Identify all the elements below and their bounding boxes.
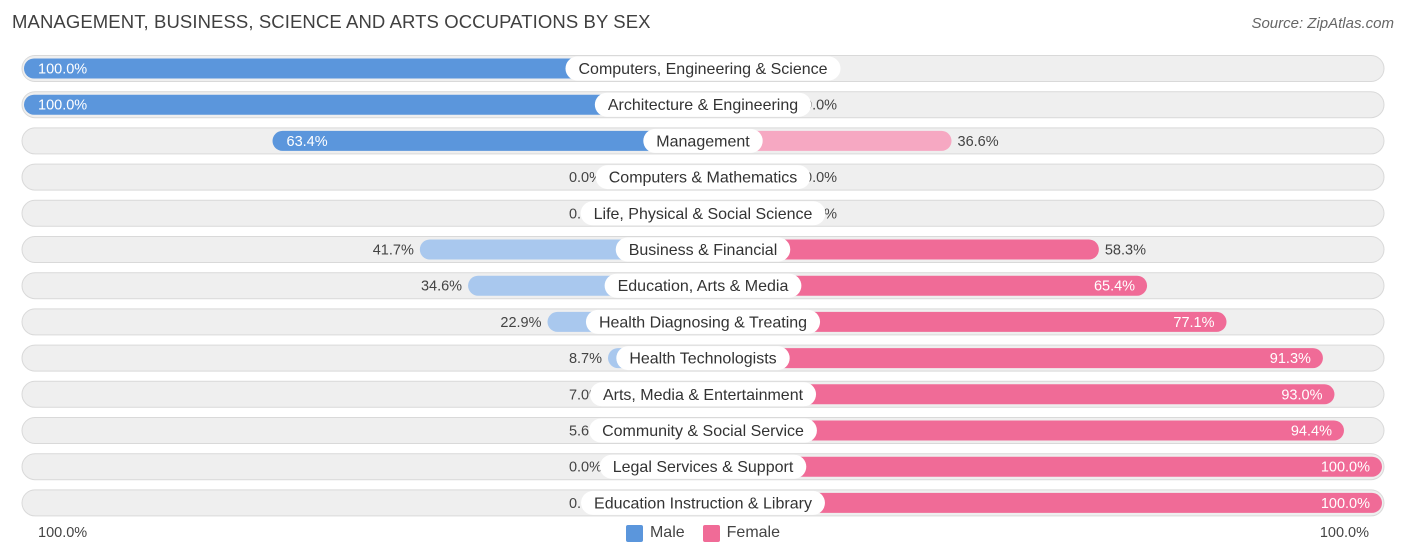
category-label: Health Diagnosing & Treating (599, 314, 807, 331)
value-label-female: 0.0% (804, 98, 837, 114)
chart-title: MANAGEMENT, BUSINESS, SCIENCE AND ARTS O… (12, 11, 651, 32)
category-pill (585, 309, 821, 334)
category-label: Computers & Mathematics (609, 170, 798, 187)
value-label-male: 100.0% (38, 62, 87, 78)
legend-label-male: Male (649, 524, 685, 541)
category-pill (643, 128, 763, 153)
value-label-female: 77.1% (1173, 315, 1214, 331)
bar-female (703, 456, 1382, 477)
category-pill (595, 165, 811, 190)
source-credit: Source: ZipAtlas.com (1251, 15, 1394, 32)
legend-swatch-male (625, 524, 643, 542)
legend-item-male: Male (625, 524, 685, 542)
value-label-female: 91.3% (1270, 351, 1311, 367)
category-label: Business & Financial (629, 242, 778, 259)
value-label-male: 34.6% (421, 279, 462, 295)
category-label: Education Instruction & Library (594, 495, 812, 512)
category-pill (615, 237, 791, 262)
axis-left-label: 100.0% (38, 525, 88, 541)
bar-female (703, 492, 1382, 513)
chart-row: 5.6% 94.4%Community & Social Service (21, 417, 1385, 444)
bar-female (703, 311, 1227, 332)
bar-female (703, 420, 1344, 441)
value-label-male: 0.0% (569, 460, 602, 476)
chart-row: 0.0% 0.0% Computers & Mathematics (21, 163, 1385, 191)
value-label-female: 100.0% (1321, 496, 1370, 512)
category-pill (604, 273, 802, 298)
value-label-female: 65.4% (1094, 279, 1135, 295)
category-pill (594, 92, 812, 117)
chart-row: 0.0%100.0%Education Instruction & Librar… (21, 489, 1385, 517)
value-label-male: 0.0% (569, 170, 602, 186)
value-label-male: 8.7% (569, 351, 602, 367)
bar-female (703, 130, 952, 151)
legend-label-female: Female (726, 524, 781, 541)
value-label-male: 22.9% (500, 315, 541, 331)
chart-row: 63.4% 36.6% Management (21, 127, 1385, 155)
chart-row: 100.0% 0.0% Architecture & Engineering (21, 91, 1385, 119)
category-pill (565, 56, 841, 81)
bar-female (703, 348, 1323, 369)
category-pill (616, 346, 790, 371)
category-label: Management (656, 133, 750, 150)
category-pill (581, 490, 825, 515)
value-label-male: 100.0% (38, 98, 87, 114)
category-pill (599, 454, 807, 479)
chart-row: 0.0% 100.0% Legal Services & Support (21, 453, 1385, 481)
value-label-male: 63.4% (287, 134, 328, 150)
chart-row: 7.0% 93.0%Arts, Media & Entertainment (21, 380, 1385, 408)
value-label-female: 93.0% (1281, 387, 1322, 403)
bar-male (24, 94, 703, 115)
bar-female (703, 384, 1335, 405)
chart-row: 0.0%0.0%Life, Physical & Social Science (21, 199, 1385, 227)
diverging-bar-chart: Education Instruction & Library100.0%0.0… (21, 55, 1385, 517)
chart-row: 34.6% 65.4% Education, Arts & Media (21, 272, 1385, 300)
category-pill (589, 382, 817, 407)
chart-row: 100.0%0.0%Computers, Engineering & Scien… (21, 55, 1385, 82)
category-label: Architecture & Engineering (608, 97, 798, 114)
category-label: Legal Services & Support (613, 459, 794, 476)
chart-row: 8.7% 91.3% Health Technologists (21, 344, 1385, 372)
value-label-female: 94.4% (1291, 424, 1332, 440)
category-label: Arts, Media & Entertainment (603, 387, 804, 404)
value-label-female: 58.3% (1105, 243, 1146, 259)
category-label: Education, Arts & Media (618, 278, 789, 295)
chart-row: 22.9% 77.1% Health Diagnosing & Treating (21, 308, 1385, 336)
legend: Male Female (0, 524, 1406, 542)
legend-swatch-female (702, 524, 720, 542)
value-label-female: 100.0% (1321, 460, 1370, 476)
axis-right-label: 100.0% (1319, 525, 1369, 541)
chart-row: 41.7% 58.3% Business & Financial (21, 236, 1385, 263)
bar-male (272, 130, 703, 151)
bar-male (24, 58, 703, 79)
category-pill (589, 418, 817, 443)
category-label: Health Technologists (629, 351, 776, 368)
value-label-male: 41.7% (373, 243, 414, 259)
value-label-female: 0.0% (804, 170, 837, 186)
bar-female (703, 275, 1148, 296)
category-pill (580, 201, 826, 226)
category-label: Computers, Engineering & Science (578, 61, 827, 78)
value-label-female: 36.6% (958, 134, 999, 150)
category-label: Life, Physical & Social Science (594, 206, 813, 223)
category-label: Community & Social Service (602, 423, 804, 440)
legend-item-female: Female (702, 524, 781, 542)
bar-female (703, 239, 1099, 260)
